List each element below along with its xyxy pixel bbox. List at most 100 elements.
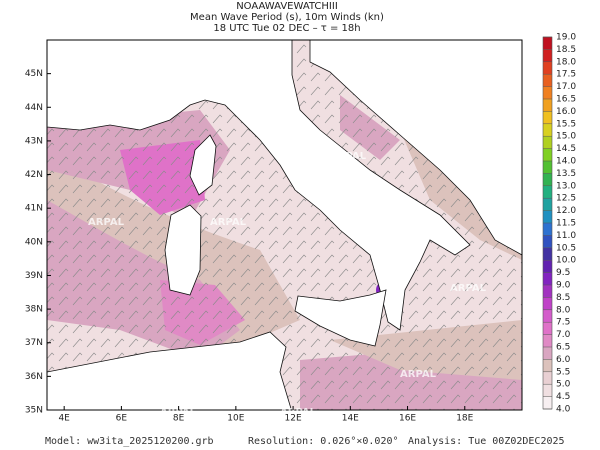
lat-tick-label: 40N [25,237,43,247]
colorbar-label: 17.0 [556,82,576,92]
colorbar-label: 13.0 [556,181,576,191]
lon-tick-label: 18E [456,414,473,424]
colorbar: 4.0 4.5 5.0 5.5 6.0 6.5 7.0 7.5 8.0 8.5 9.0 9.5 10.0… [542,33,576,415]
watermark: ARPAL [400,369,437,380]
colorbar-swatch [543,309,552,323]
lat-tick-label: 45N [25,69,43,79]
colorbar-swatch [543,359,552,372]
colorbar-swatch [543,148,552,161]
title-line: Mean Wave Period (s), 10m Winds (kn) [190,12,384,23]
lat-tick-label: 36N [25,372,43,382]
colorbar-swatch [543,272,552,285]
map-frame [46,39,523,411]
colorbar-swatch [543,371,552,385]
colorbar-swatch [543,161,552,174]
colorbar-label: 5.0 [556,380,571,390]
colorbar-swatch [543,74,552,87]
colorbar-swatch [543,123,552,137]
watermark: ARPAL [280,407,317,418]
lat-tick-label: 39N [25,271,43,281]
colorbar-label: 17.5 [556,70,576,80]
colorbar-swatch [543,49,552,62]
colorbar-swatch [543,334,552,347]
watermark: ARPAL [210,53,247,64]
map-field [47,40,522,410]
footer-model: Model: ww3ita_2025120200.grb [45,436,214,447]
colorbar-label: 15.0 [556,132,576,142]
watermark: ARPAL [160,407,197,418]
colorbar-label: 9.0 [556,281,571,291]
footer-analysis: Analysis: Tue 00Z02DEC2025 [408,436,565,447]
lon-tick-label: 10E [227,414,244,424]
colorbar-label: 12.0 [556,206,576,216]
watermark: ARPAL [88,49,125,60]
lat-tick-label: 35N [25,406,43,416]
colorbar-label: 6.5 [556,343,570,353]
lon-tick-label: 16E [399,414,416,424]
colorbar-label: 10.5 [556,243,576,253]
colorbar-label: 8.0 [556,305,571,315]
lon-tick-label: 12E [285,414,302,424]
lat-tick-label: 44N [25,103,43,113]
colorbar-swatch [543,235,552,248]
lon-tick-label: 6E [116,414,128,424]
colorbar-swatch [543,173,552,186]
colorbar-swatch [543,223,552,236]
land-balkans [309,40,522,256]
colorbar-label: 10.0 [556,256,576,266]
colorbar-swatch [543,347,552,360]
lat-tick-label: 41N [25,204,43,214]
land-sardinia [164,204,202,296]
watermark: ARPAL [450,151,487,162]
colorbar-label: 19.0 [556,33,576,43]
watermark: ARPAL [450,283,487,294]
colorbar-label: 14.5 [556,144,576,154]
watermark: ARPAL [88,369,125,380]
colorbar-swatch [543,322,552,335]
colorbar-swatch [543,86,552,99]
colorbar-swatch [543,185,552,199]
colorbar-swatch [543,111,552,124]
title-line: 18 UTC Tue 02 DEC – τ = 18h [213,23,360,34]
land-sicily [294,289,387,347]
colorbar-label: 16.0 [556,107,576,117]
map-axes: 4E 6E 8E 10E 12E 14E 16E 18E 35N 36N 37N 38N 39N 40N 4… [25,69,474,423]
footer-resolution: Resolution: 0.026°×0.020° [248,436,399,447]
watermark: ARPAL [210,217,247,228]
colorbar-label: 9.5 [556,268,570,278]
colorbar-label: 11.0 [556,231,576,241]
colorbar-label: 7.5 [556,318,570,328]
colorbar-label: 15.5 [556,119,576,129]
land-france-italy [47,40,471,331]
lon-tick-label: 14E [342,414,359,424]
colorbar-swatch [543,37,552,50]
colorbar-swatch [543,61,552,75]
lat-tick-label: 38N [25,305,43,315]
colorbar-label: 16.5 [556,95,576,105]
title-line: NOAAWAVEWATCHIII [236,1,338,12]
colorbar-label: 7.0 [556,330,571,340]
colorbar-swatch [543,198,552,211]
lon-tick-label: 4E [58,414,70,424]
colorbar-swatch [543,384,552,397]
watermark: ARPAL [330,151,367,162]
colorbar-swatch [543,99,552,112]
colorbar-label: 4.0 [556,405,571,415]
watermark: ARPAL [88,217,125,228]
colorbar-swatch [543,285,552,298]
watermarks: ARPAL ARPAL ARPAL ARPAL ARPAL ARPAL ARPAL ARPAL… [88,49,487,418]
colorbar-label: 18.0 [556,57,576,67]
lon-tick-label: 8E [173,414,185,424]
colorbar-swatch [543,297,552,310]
lat-tick-label: 37N [25,338,43,348]
lat-tick-label: 42N [25,170,43,180]
colorbar-label: 5.5 [556,367,570,377]
colorbar-swatch [543,210,552,223]
colorbar-swatch [543,260,552,273]
colorbar-swatch [543,136,552,149]
land-corsica [189,134,217,196]
colorbar-label: 18.5 [556,45,576,55]
colorbar-label: 14.0 [556,157,576,167]
colorbar-label: 13.5 [556,169,576,179]
